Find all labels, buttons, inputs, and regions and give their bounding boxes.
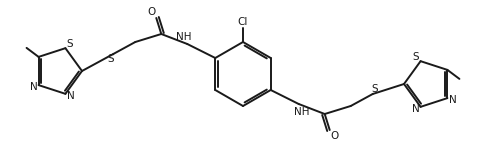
Text: O: O [331, 131, 339, 141]
Text: S: S [107, 54, 113, 64]
Text: S: S [412, 52, 419, 62]
Text: N: N [412, 104, 419, 114]
Text: N: N [67, 91, 75, 101]
Text: Cl: Cl [238, 17, 248, 27]
Text: S: S [372, 84, 378, 94]
Text: N: N [449, 95, 456, 105]
Text: N: N [30, 82, 37, 92]
Text: S: S [66, 39, 73, 49]
Text: NH: NH [294, 107, 309, 117]
Text: O: O [147, 7, 155, 17]
Text: NH: NH [175, 32, 191, 42]
